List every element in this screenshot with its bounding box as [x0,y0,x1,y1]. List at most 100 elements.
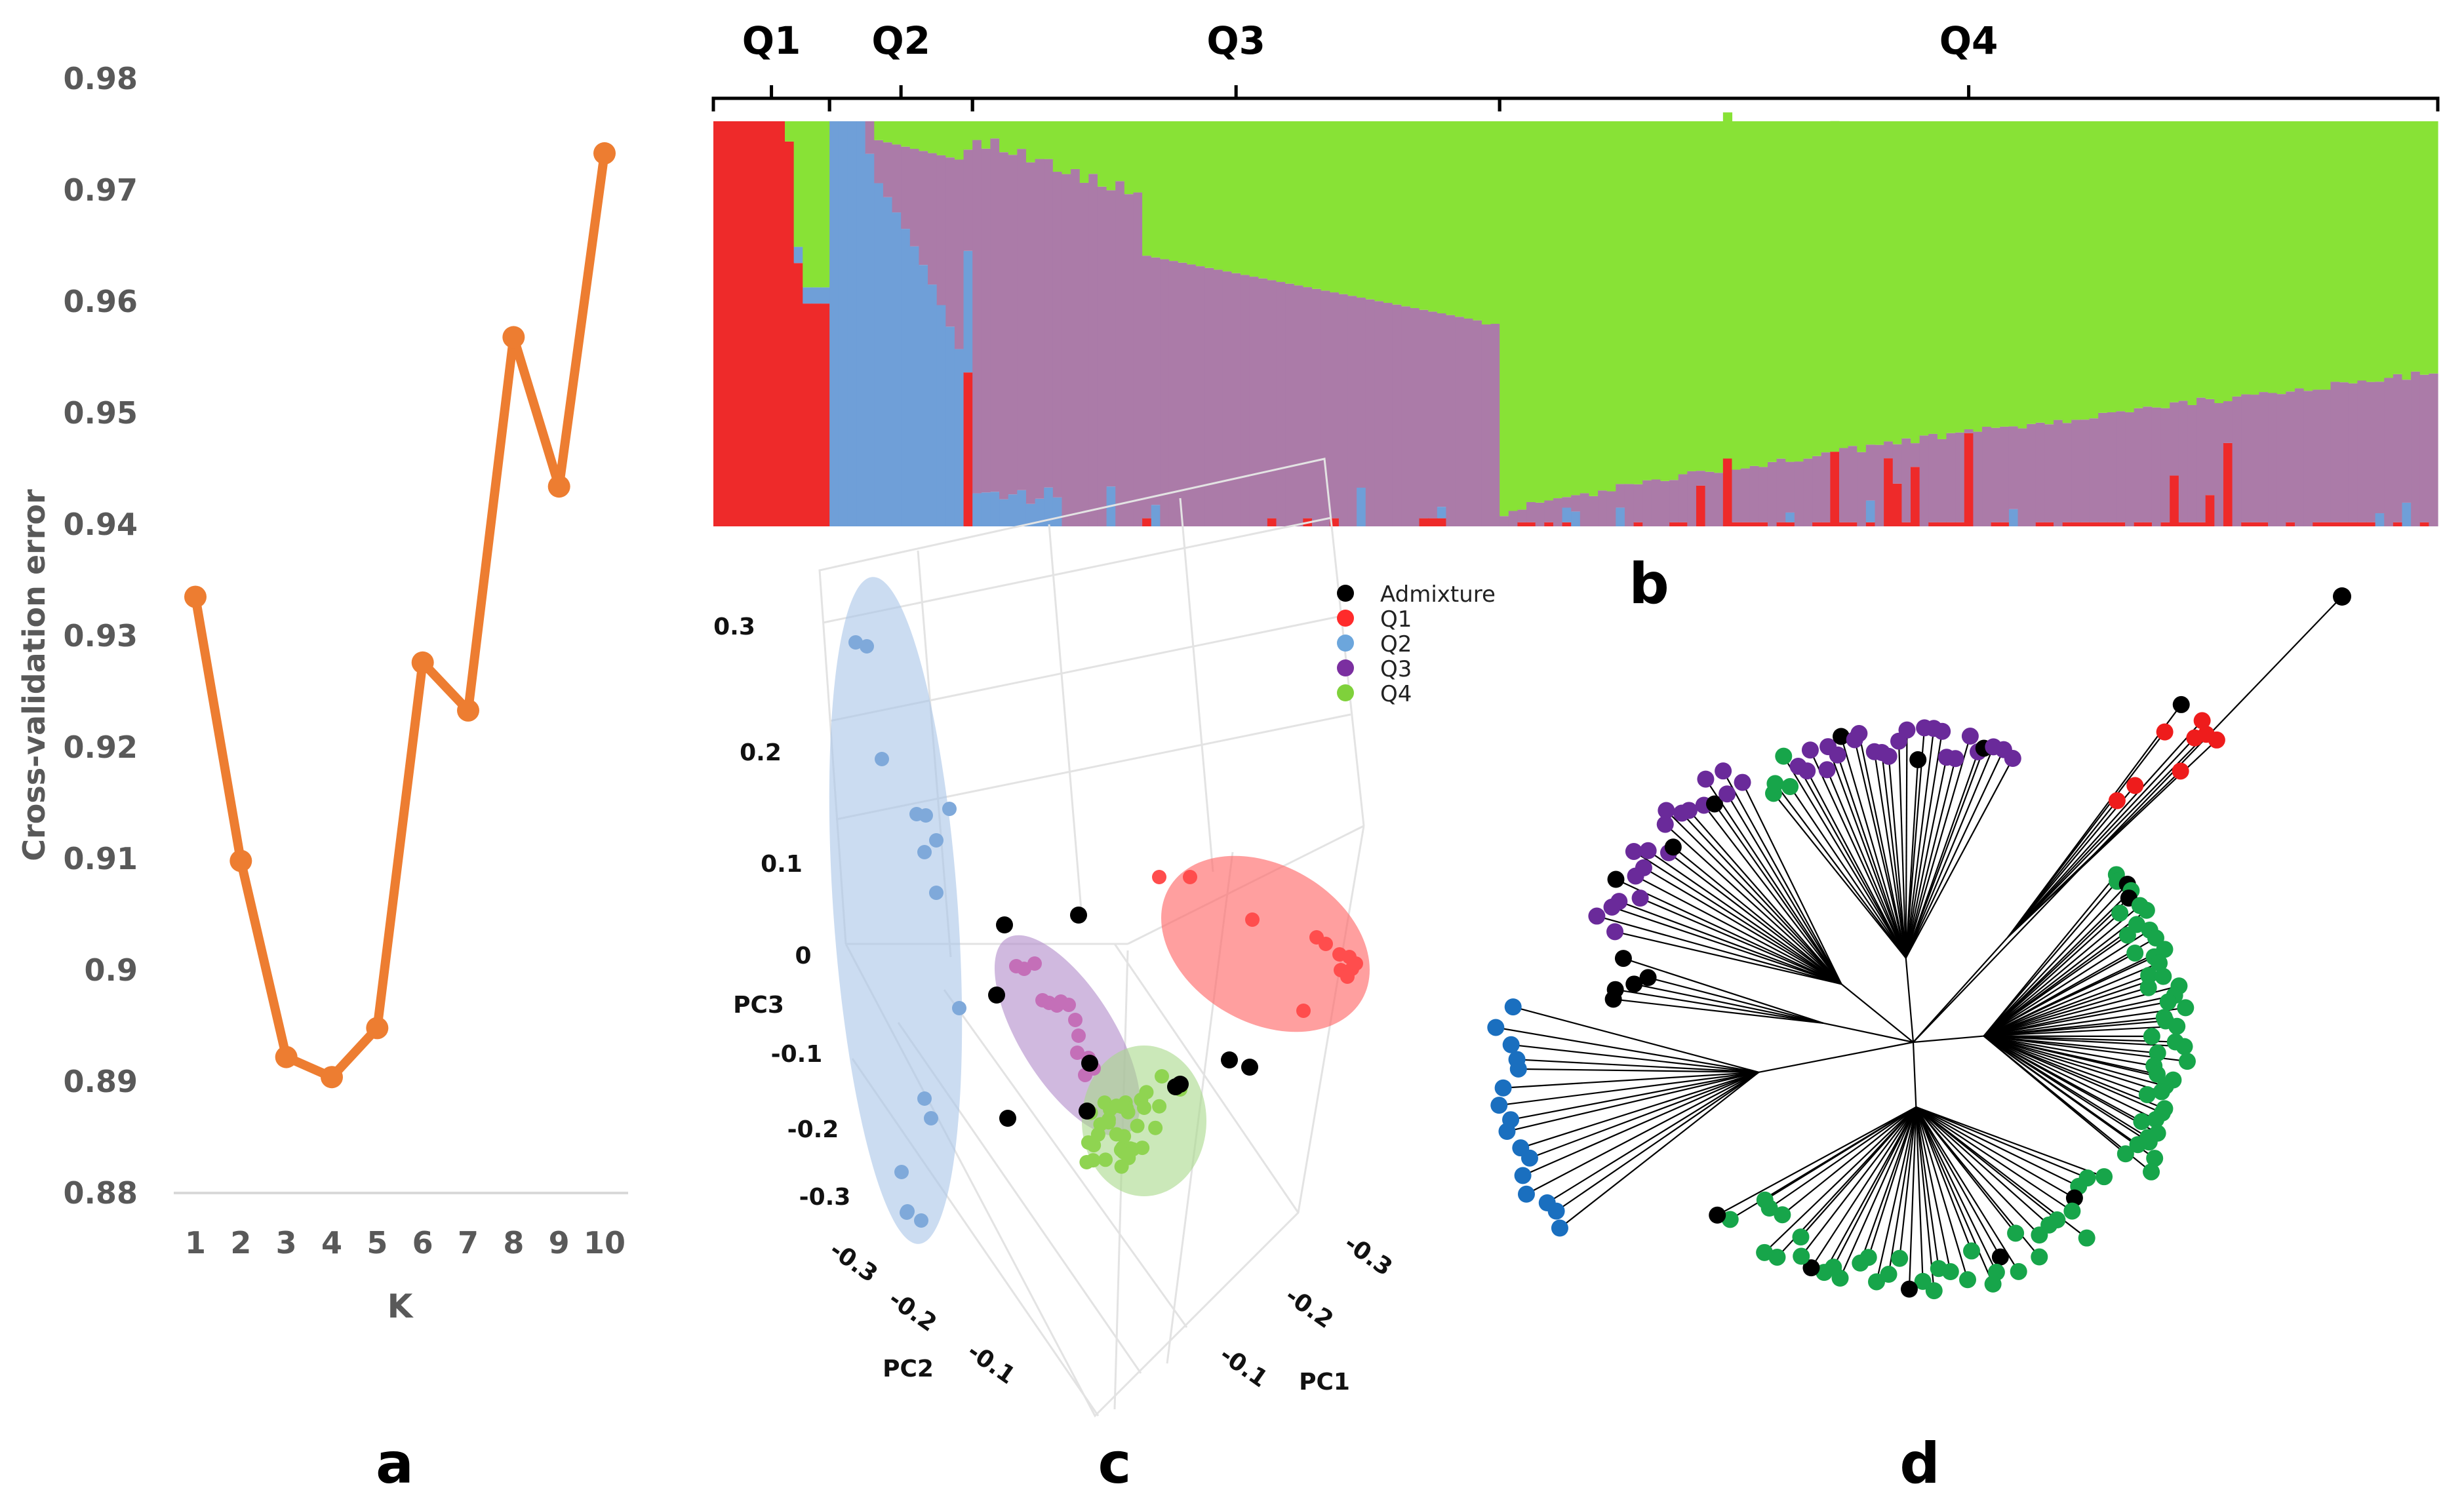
tree-branch [1783,756,1907,959]
admixture-bar-segment [785,141,795,526]
admixture-bar-segment [1714,121,1724,473]
admixture-bar-segment [1955,121,1965,433]
panel-d-phylogenetic-tree: d [1487,587,2351,1496]
admixture-bar-segment [901,146,911,229]
admixture-bar-segment [2027,423,2037,526]
tree-branch [1983,1035,2155,1159]
y-tick-label: 0.97 [64,172,138,208]
admixture-bar-segment [1446,315,1456,526]
q4-point [1081,1135,1096,1150]
admixture-bar-segment [919,265,928,526]
admixture-tip [1614,950,1632,968]
legend-label-q4: Q4 [1380,681,1412,707]
admixture-bar-segment [1187,121,1197,265]
admixture-bar-segment [1062,174,1071,526]
admixture-bar-segment [1455,121,1465,317]
admixture-bar-segment [1204,121,1214,268]
admixture-bar-segment [1017,490,1027,526]
admixture-bar-segment [2178,522,2189,526]
admixture-bar-segment [1195,266,1206,526]
admixture-bar-segment [2160,408,2170,522]
tip-q3 [1588,907,1606,925]
admixture-bar-segment [1267,518,1277,526]
tree-branch [1983,874,2117,1037]
admixture-bar-segment [1106,121,1116,191]
admixture-bar-segment [1964,433,1974,526]
tip-q1 [2172,762,2189,780]
tip-q4 [1868,1273,1886,1291]
y-tick-label: 0.88 [64,1175,138,1211]
tree-branch [1905,748,1985,958]
admixture-bar-segment [1124,121,1134,195]
admixture-bar-segment [954,349,964,526]
admixture-bar-segment [2098,522,2108,526]
admixture-bar-segment [1008,155,1018,495]
tree-branch [1499,1071,1759,1106]
tree-branch [1915,1106,2040,1236]
admixture-bar-segment [2000,426,2010,522]
admixture-bar-segment [1642,121,1652,480]
tree-branch [1717,1106,1917,1216]
admixture-bar-segment [1606,121,1616,492]
tip-q2 [1551,1219,1568,1237]
admixture-bar-segment [1473,320,1482,526]
tree-branch [1983,1007,2186,1037]
admixture-bar-segment [1151,505,1161,526]
admixture-bar-segment [803,287,812,304]
admixture-bar-segment [811,303,822,526]
admixture-bar-segment [1767,461,1778,526]
admixture-bar-segment [740,121,750,526]
tree-branch [1859,1106,1917,1264]
x-tick-label: 7 [458,1225,479,1261]
admixture-bar-segment [1338,121,1349,294]
admixture-bar-segment [1133,121,1143,193]
admixture-bar-segment [1285,283,1295,526]
x-tick-label: 8 [503,1225,524,1261]
group-bracket [1498,85,2440,111]
tree-branch [1913,596,2343,1043]
tree-branch [1899,1106,1917,1259]
tip-q2 [1514,1167,1532,1184]
admixture-bar-segment [1463,319,1473,526]
tree-branch [1983,909,2147,1037]
admixture-bar-segment [785,121,795,142]
data-point [593,142,616,165]
admixture-bar-segment [2107,121,2117,412]
tip-q4 [1984,1275,2002,1293]
q2-point [848,635,863,650]
admixture-bar-segment [1848,446,1858,522]
admixture-tip [1606,981,1624,998]
tree-branch [1905,735,1971,958]
tree-branch [1774,783,1907,959]
q4-point [1121,1104,1136,1120]
admixture-bar-segment [1606,491,1616,526]
q1-point [1319,937,1333,951]
admixture-bar-segment [1616,484,1625,508]
tip-q4 [2031,1248,2048,1266]
group-brackets [711,85,2440,111]
q2-point [952,1001,966,1015]
admixture-bar-segment [2402,380,2412,503]
admixture-point [1070,907,1087,924]
admixture-bar-segment [1168,261,1179,526]
q3-point [1071,1028,1086,1043]
admixture-bar-segment [874,121,884,140]
tip-q3 [1697,770,1715,788]
admixture-bar-segment [1428,518,1438,526]
admixture-bar-segment [919,151,928,265]
tip-q4 [1766,775,1784,792]
admixture-tip [1625,975,1643,993]
admixture-bar-segment [1651,121,1661,480]
admixture-bar-segment [865,121,875,154]
admixture-bar-segment [1964,429,1974,433]
admixture-bar-segment [2008,509,2019,526]
tip-q3 [2004,750,2021,768]
admixture-bar-segment [874,140,884,184]
admixture-bar-segment [1794,461,1804,526]
admixture-bar-segment [2205,399,2215,496]
admixture-bar-segment [1911,443,1920,467]
tip-q1 [2108,792,2126,810]
tree-branch [1833,1106,1917,1268]
admixture-bar-segment [1937,439,1947,522]
tip-q1 [2126,777,2144,794]
